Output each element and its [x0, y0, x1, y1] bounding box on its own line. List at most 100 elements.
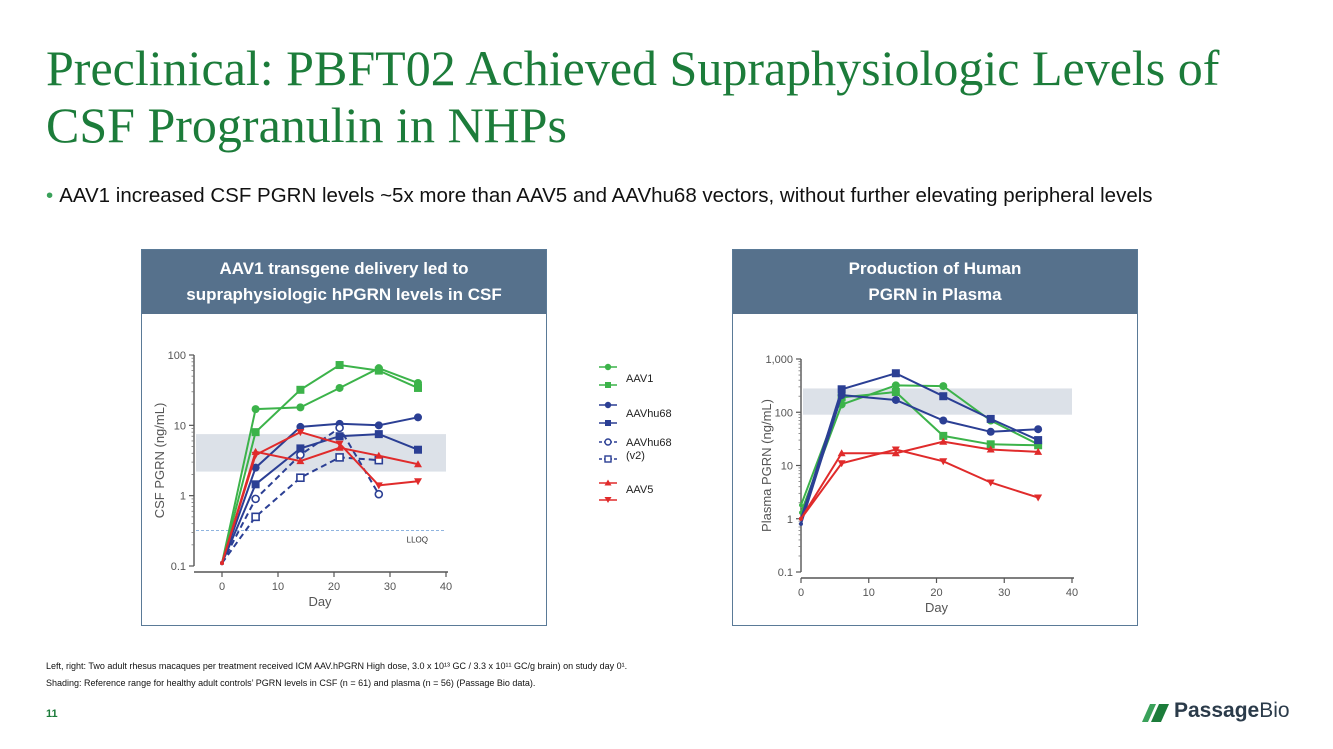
plasma-x-tick-label: 10 — [863, 587, 875, 599]
plasma-data-point-aav5 — [837, 460, 846, 468]
csf-data-point-aav5 — [296, 429, 305, 437]
plasma-chart: 0.1 1 10 100 1,000 0 10 20 30 40 Day Plasma PGRN (n… — [759, 354, 1078, 615]
csf-y-axis-title: CSF PGRN (ng/mL) — [152, 403, 167, 519]
passage-bio-logo-text: PassageBio — [1174, 699, 1290, 723]
plasma-y-tick-label: 1,000 — [765, 354, 793, 366]
csf-data-point-aavhu68 — [296, 444, 305, 453]
plasma-data-point-aav5 — [1034, 447, 1043, 455]
csf-x-tick-label: 40 — [440, 581, 452, 593]
plasma-data-point-aav5 — [986, 445, 995, 453]
csf-data-point-aavhu68-v2 — [335, 453, 344, 462]
csf-series-line-aavhu68 — [221, 433, 419, 564]
plasma-data-point-aav5 — [939, 458, 948, 466]
plasma-data-point-aavhu68 — [986, 414, 995, 423]
plasma-data-point-aav5 — [799, 516, 803, 521]
csf-data-point-aav1 — [414, 383, 422, 392]
csf-lloq-label: LLOQ — [407, 535, 428, 544]
csf-x-tick-label: 20 — [328, 581, 340, 593]
csf-chart-panel: AAV1 transgene delivery led to supraphys… — [141, 249, 547, 626]
legend-aavhu68-markers — [599, 401, 617, 426]
csf-chart-title-line1: AAV1 transgene delivery led to — [219, 259, 469, 278]
plasma-data-point-aav1 — [939, 431, 948, 440]
plasma-data-point-aavhu68 — [891, 369, 900, 378]
plasma-data-point-aavhu68 — [799, 521, 803, 526]
page-title: Preclinical: PBFT02 Achieved Supraphysio… — [46, 40, 1220, 153]
legend-label-aav1: AAV1 — [626, 373, 654, 385]
csf-data-point-aavhu68 — [414, 445, 422, 454]
plasma-data-point-aav5 — [837, 449, 846, 457]
csf-data-point-aav1 — [335, 383, 344, 392]
plasma-y-tick-label: 10 — [781, 461, 793, 473]
plasma-data-point-aavhu68 — [891, 395, 900, 404]
csf-data-point-aav1 — [296, 385, 305, 394]
csf-data-point-aavhu68 — [296, 422, 305, 431]
csf-data-point-aavhu68 — [251, 480, 260, 489]
legend-item-aav1: AAV1 — [596, 360, 706, 390]
plasma-data-point-aav5 — [891, 446, 900, 454]
bullet-text: AAV1 increased CSF PGRN levels ~5x more … — [59, 184, 1153, 207]
csf-data-point-aavhu68-v2 — [251, 494, 260, 504]
plasma-series-line-aavhu68 — [800, 372, 1039, 520]
plasma-data-point-aavhu68 — [1034, 425, 1043, 434]
page-number: 11 — [46, 708, 58, 720]
plasma-data-point-aav5 — [1034, 494, 1043, 502]
csf-data-point-aav5 — [220, 561, 224, 566]
plasma-y-axis-title: Plasma PGRN (ng/mL) — [759, 399, 774, 532]
plasma-data-point-aav1 — [891, 381, 900, 390]
plasma-data-point-aav5 — [986, 479, 995, 487]
plasma-x-tick-label: 20 — [930, 587, 942, 599]
csf-data-point-aav1 — [251, 405, 260, 414]
plasma-x-axis-title: Day — [925, 600, 949, 615]
csf-series-line-aav5 — [221, 431, 419, 564]
csf-y-tick-label: 100 — [168, 350, 186, 362]
plasma-chart-panel: Production of Human PGRN in Plasma 0.1 1 1… — [732, 249, 1138, 626]
legend-label-aavhu68: AAVhu68 — [626, 408, 672, 420]
plasma-y-tick-label: 0.1 — [778, 567, 793, 579]
csf-series-line-aavhu68 — [221, 416, 419, 564]
plasma-data-point-aavhu68 — [837, 385, 846, 394]
legend-label-aavhu68-v2: AAVhu68 (v2) — [626, 437, 672, 462]
plasma-data-point-aavhu68 — [1034, 436, 1043, 445]
legend-aav1-markers — [599, 363, 617, 388]
plasma-x-tick-label: 30 — [998, 587, 1010, 599]
csf-data-point-aav1 — [374, 366, 383, 375]
plasma-data-point-aav5 — [939, 437, 948, 445]
csf-x-tick-label: 0 — [219, 581, 225, 593]
logo-text-light: Bio — [1259, 699, 1290, 722]
legend-item-aavhu68-v2: AAVhu68 (v2) — [596, 435, 706, 465]
legend-aav5-markers — [599, 479, 617, 503]
plasma-data-point-aavhu68 — [939, 392, 948, 401]
csf-data-point-aavhu68 — [251, 463, 260, 472]
csf-x-tick-label: 10 — [272, 581, 284, 593]
plasma-data-point-aav1 — [986, 440, 995, 449]
csf-data-point-aav1 — [296, 403, 305, 412]
plasma-data-point-aavhu68 — [986, 427, 995, 436]
csf-data-point-aav5 — [251, 451, 260, 459]
plasma-data-point-aav1 — [939, 382, 948, 391]
csf-data-point-aavhu68 — [335, 432, 344, 441]
plasma-data-point-aavhu68 — [939, 416, 948, 425]
csf-series-line-aav1 — [221, 363, 419, 564]
footnote-1: Left, right: Two adult rhesus macaques p… — [46, 661, 628, 671]
legend-aavhu68-v2-markers — [599, 438, 617, 463]
legend-item-aavhu68: AAVhu68 — [596, 398, 706, 428]
csf-data-point-aav1 — [251, 428, 260, 437]
plasma-x-tick-label: 40 — [1066, 587, 1078, 599]
csf-data-point-aav5 — [374, 451, 383, 459]
plasma-chart-title-line1: Production of Human — [848, 259, 1022, 278]
plasma-data-point-aav1 — [799, 503, 803, 508]
logo-text-bold: Passage — [1174, 699, 1260, 722]
csf-chart: LLOQ 0.1 1 10 100 0 10 20 30 40 Day CSF PGRN (ng/mL… — [152, 350, 452, 609]
plasma-series-line-aavhu68 — [800, 394, 1039, 525]
plasma-y-tick-label: 1 — [787, 514, 793, 526]
csf-data-point-aavhu68 — [374, 430, 383, 439]
plasma-x-tick-label: 0 — [798, 587, 804, 599]
plasma-series-line-aav5 — [800, 440, 1039, 520]
legend-label-aav5: AAV5 — [626, 484, 654, 496]
bullet-dot: • — [46, 184, 54, 207]
csf-chart-title-line2: supraphysiologic hPGRN levels in CSF — [186, 285, 502, 304]
csf-y-tick-label: 10 — [174, 420, 186, 432]
csf-data-point-aav5 — [414, 478, 422, 486]
csf-data-point-aav5 — [414, 460, 422, 468]
plasma-data-point-aav1 — [1034, 441, 1043, 450]
